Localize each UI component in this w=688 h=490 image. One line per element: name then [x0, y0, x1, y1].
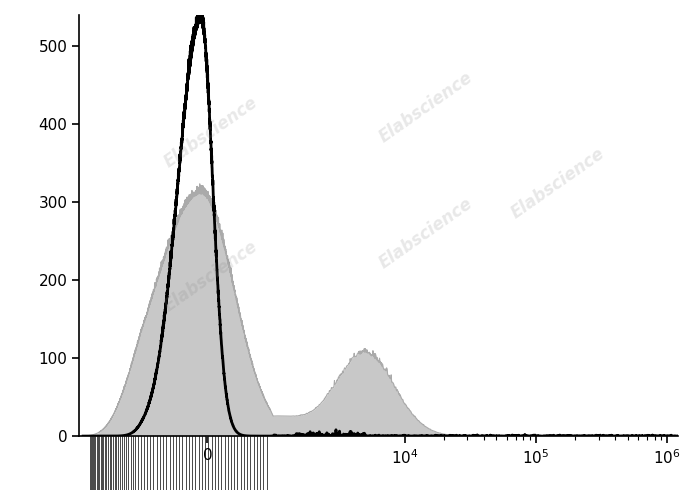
- Text: Elabscience: Elabscience: [376, 69, 477, 147]
- Text: Elabscience: Elabscience: [160, 237, 261, 315]
- Text: Elabscience: Elabscience: [508, 145, 608, 222]
- Text: Elabscience: Elabscience: [160, 94, 261, 172]
- Text: Elabscience: Elabscience: [376, 195, 477, 273]
